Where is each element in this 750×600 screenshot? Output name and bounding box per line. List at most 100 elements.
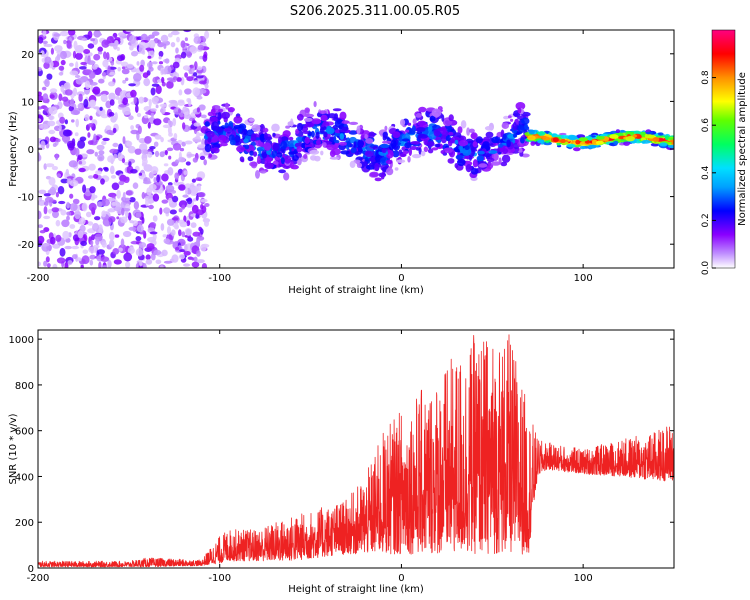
spectrogram-cell (126, 140, 133, 147)
spectrogram-cell (130, 129, 139, 135)
spectrogram-cell (138, 44, 145, 54)
spectrogram-cell (42, 93, 49, 101)
spectrogram-cell (244, 144, 250, 150)
spectrogram-cell (77, 140, 86, 149)
spectrogram-cell (197, 185, 202, 192)
spectrogram-cell (191, 257, 195, 261)
spectrogram-cell (169, 79, 177, 83)
spectrogram-cell (59, 116, 66, 124)
spectrogram-cell (141, 191, 146, 200)
spectrogram-cell (99, 106, 103, 111)
spectrogram-cell (110, 60, 115, 66)
spectrogram-cell (121, 66, 126, 70)
spectrogram-cell (139, 259, 143, 267)
spectrogram-cell (506, 139, 511, 148)
spectrogram-cell (440, 150, 446, 154)
spectrogram-cell (176, 77, 182, 82)
spectrogram-cell (175, 246, 180, 251)
spectrogram-cell (374, 177, 382, 182)
figure-title: S206.2025.311.00.05.R05 (290, 4, 460, 19)
spectrogram-cell (402, 150, 409, 155)
spectrogram-cell (65, 168, 70, 176)
colorbar-tick-label: 0.2 (701, 213, 711, 227)
spectrogram-cell (186, 197, 193, 205)
spectrogram-cell (263, 142, 272, 151)
spectrogram-cell (163, 238, 171, 244)
spectrogram-cell (95, 170, 102, 175)
spectrogram-cell (60, 59, 66, 66)
spectrogram-cell (46, 263, 51, 268)
spectrogram-cell (126, 63, 134, 69)
spectrogram-cell (52, 210, 59, 219)
spectrogram-cell (89, 81, 98, 86)
spectrogram-cell (42, 40, 48, 45)
spectrogram-cell (409, 146, 418, 150)
spectrogram-cell (150, 112, 155, 118)
snr-y-tick-label: 1000 (9, 335, 34, 346)
spectrogram-cell (67, 260, 73, 265)
spectrogram-cell (133, 73, 142, 82)
spectrogram-cell (175, 221, 179, 229)
spectrogram-cell (353, 141, 357, 148)
spectrogram-cell (175, 47, 179, 54)
spectrogram-cell (431, 147, 439, 151)
spectrogram-cell (48, 115, 55, 121)
spectrogram-cell (196, 95, 203, 100)
spectrogram-cell (101, 140, 107, 146)
spectrogram-cell (184, 72, 189, 78)
spectrogram-cell (149, 146, 156, 150)
spectrogram-cell (160, 223, 165, 231)
spectrogram-cell (116, 216, 120, 220)
spectrogram-cell (255, 170, 260, 179)
spectrogram-cell (138, 172, 143, 176)
spectrogram-cell (78, 93, 83, 102)
spectrogram-cell (155, 259, 162, 265)
spectrogram-cell (193, 72, 198, 77)
spectrogram-cell (575, 139, 581, 145)
spectrogram-cell (56, 173, 62, 178)
spectrogram-cell (154, 150, 160, 158)
spectrogram-cell (199, 155, 206, 160)
spectrogram-cell (482, 141, 490, 148)
spectrogram-cell (382, 140, 392, 144)
spectrogram-cell (339, 133, 345, 140)
spectrogram-cell (59, 30, 69, 37)
spectrogram-cell (49, 94, 55, 99)
spectrogram-cell (357, 139, 364, 148)
spectrogram-cell (296, 146, 303, 153)
spectrogram-cell (365, 138, 374, 144)
spectrogram-cell (454, 163, 459, 169)
spectrogram-cell (184, 37, 188, 42)
spectrogram-cell (123, 176, 130, 183)
spectrogram-cell (150, 253, 156, 261)
spectrogram-cell (356, 125, 361, 135)
spectrogram-cell (470, 132, 478, 140)
spectrogram-cell (127, 145, 136, 154)
spectrogram-cell (454, 139, 459, 145)
spectrogram-cell (185, 186, 188, 196)
spectrogram-cell (142, 157, 148, 166)
spectrogram-cell (79, 136, 87, 142)
spectrogram-cell (120, 216, 128, 224)
spectrogram-cell (309, 149, 320, 155)
spectrogram-cell (278, 169, 286, 174)
spectrogram-cell (210, 108, 216, 115)
spectrogram-cell (125, 77, 129, 82)
spectrogram-cell (168, 99, 178, 104)
spectrogram-cell (44, 56, 52, 64)
spectrogram-cell (280, 140, 288, 150)
spectrogram-cell (196, 66, 203, 71)
spectrogram-cell (163, 43, 167, 49)
spectrogram-cell (109, 71, 116, 76)
spectrogram-cell (517, 107, 522, 114)
spectrogram-cell (193, 36, 202, 44)
spectrogram-cell (38, 106, 43, 110)
spectrogram-cell (500, 161, 508, 167)
spectrogram-cell (187, 236, 194, 242)
spectrogram-cell (151, 96, 159, 103)
spectrogram-cell (180, 40, 186, 48)
spectrogram-cell (43, 201, 49, 206)
spectrogram-cell (150, 108, 157, 112)
spectrogram-cell (200, 204, 204, 210)
spectrogram-cell (88, 123, 94, 128)
